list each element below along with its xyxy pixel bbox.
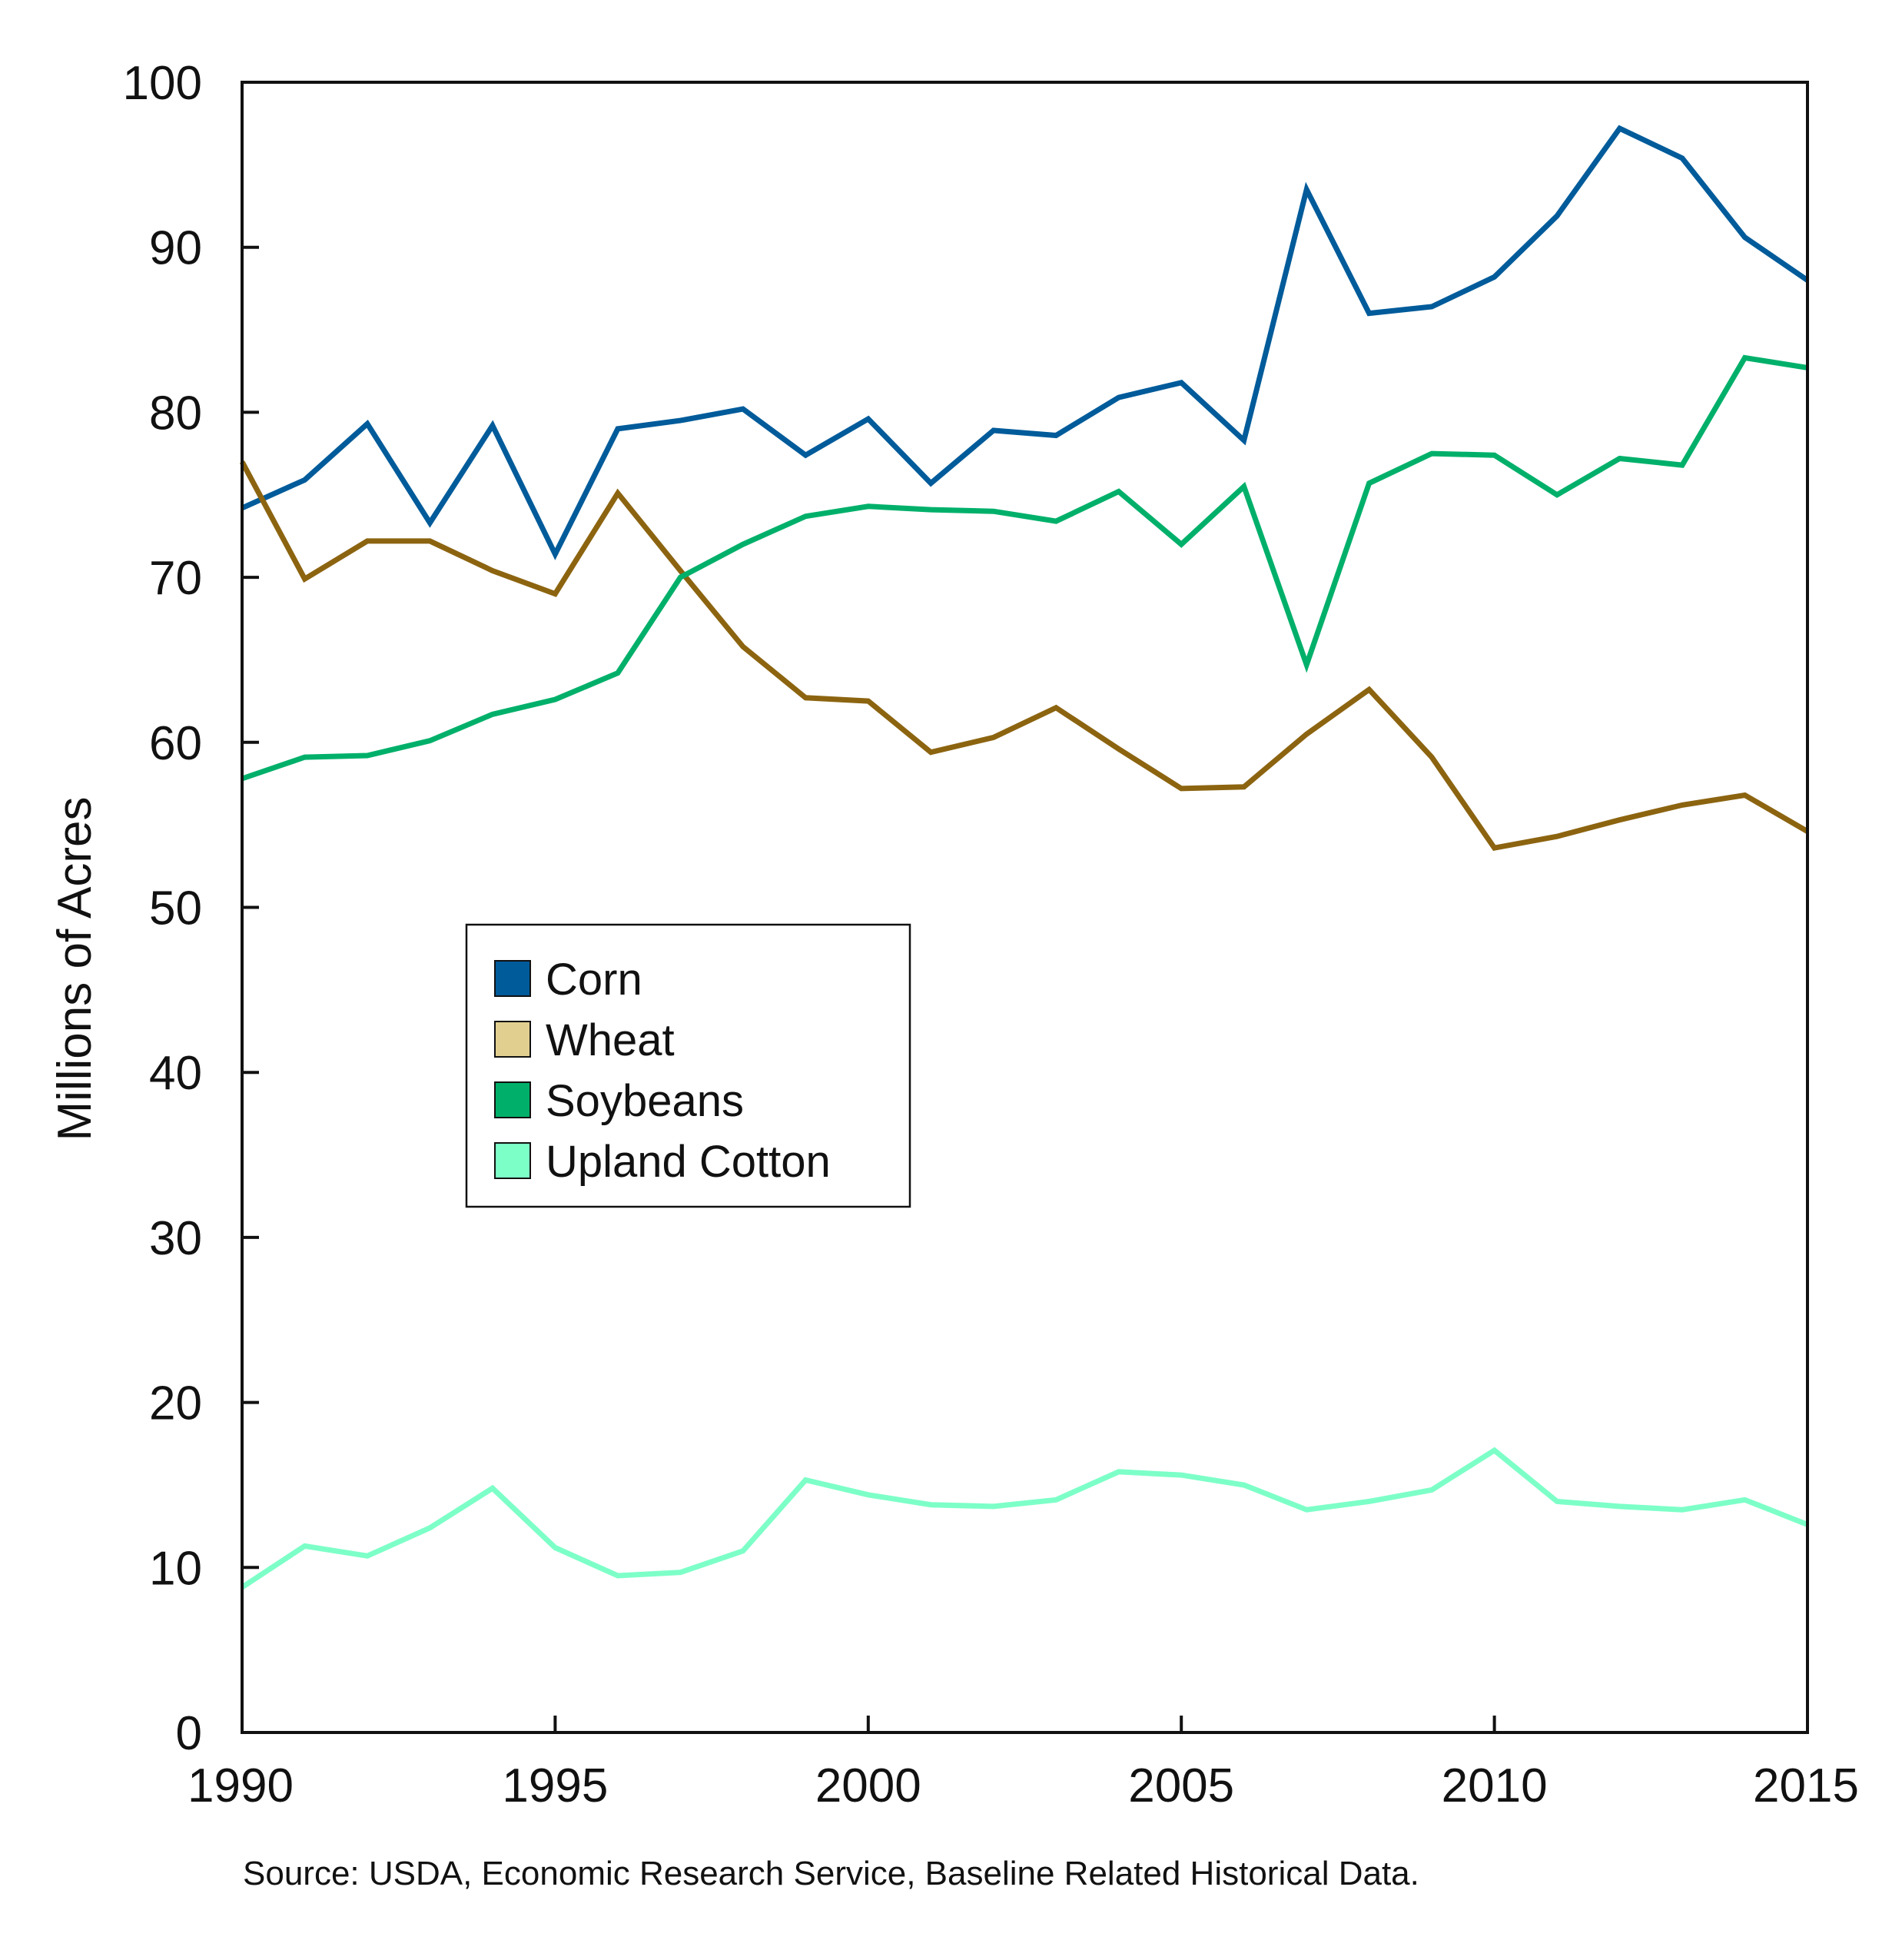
x-tick-label: 1995	[502, 1759, 608, 1812]
series-line-upland-cotton	[241, 1447, 1809, 1590]
y-tick-label: 100	[123, 57, 202, 110]
y-tick-label: 20	[149, 1377, 202, 1430]
x-tick-label: 2005	[1128, 1759, 1234, 1812]
legend-label-wheat: Wheat	[546, 1015, 675, 1065]
series-line-soybeans	[241, 354, 1808, 782]
y-tick-label: 70	[149, 552, 202, 605]
y-tick-label: 0	[176, 1707, 202, 1760]
y-axis-title: Millions of Acres	[48, 797, 101, 1141]
y-tick-label: 90	[149, 222, 202, 275]
x-tick-label: 2015	[1753, 1759, 1859, 1812]
source-note: Source: USDA, Economic Research Service,…	[243, 1855, 1419, 1892]
legend-swatch-corn	[494, 960, 531, 997]
y-tick-label: 30	[149, 1212, 202, 1265]
series-layer	[239, 125, 1809, 1590]
y-tick-label: 60	[149, 717, 202, 770]
y-tick-label: 50	[149, 882, 202, 935]
y-tick-label: 40	[149, 1047, 202, 1100]
legend: Corn Wheat Soybeans Upland Cotton	[465, 923, 911, 1208]
x-tick-label: 2000	[815, 1759, 921, 1812]
plot-area-frame	[241, 81, 1809, 1734]
legend-swatch-upland-cotton	[494, 1142, 531, 1179]
y-tick-label: 10	[149, 1542, 202, 1595]
series-line-wheat	[239, 460, 1809, 852]
x-tick-label: 1990	[188, 1759, 294, 1812]
x-tick-label: 2010	[1442, 1759, 1548, 1812]
legend-swatch-soybeans	[494, 1081, 531, 1118]
legend-box	[465, 923, 911, 1208]
y-axis: 0 10 20 30 40 50 60 70 80 90 100	[123, 57, 259, 1760]
legend-label-corn: Corn	[546, 955, 642, 1005]
legend-swatch-wheat	[494, 1021, 531, 1058]
legend-label-soybeans: Soybeans	[546, 1076, 744, 1126]
legend-label-upland-cotton: Upland Cotton	[546, 1137, 831, 1187]
series-line-corn	[241, 125, 1809, 560]
x-axis: 1990 1995 2000 2005 2010 2015	[188, 1716, 1859, 1812]
y-tick-label: 80	[149, 387, 202, 440]
